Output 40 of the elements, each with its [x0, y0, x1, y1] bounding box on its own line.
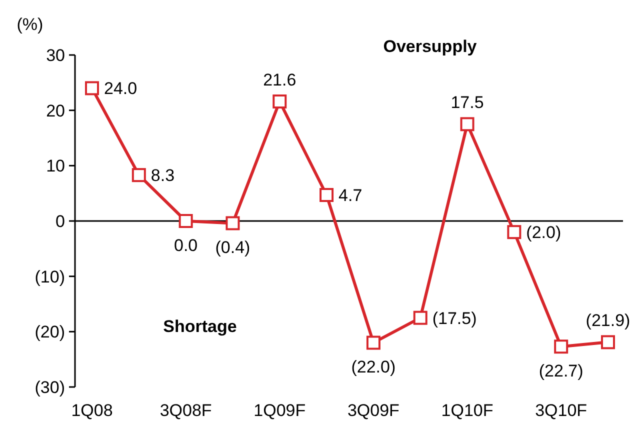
y-tick-label: 20: [46, 101, 65, 120]
y-tick-label: 10: [46, 156, 65, 176]
data-label: 17.5: [450, 93, 484, 112]
y-tick-label: (30): [34, 378, 65, 397]
point: [601, 335, 615, 350]
point: [366, 336, 380, 350]
x-tick-label: 1Q10F: [441, 401, 494, 420]
data-label: (21.9): [586, 311, 630, 330]
y-tick-label: (20): [34, 322, 65, 342]
data-label: 0.0: [174, 236, 198, 255]
x-tick-label: 1Q08: [71, 401, 113, 420]
point: [507, 225, 522, 240]
x-tick-label: 3Q09F: [347, 401, 400, 420]
y-tick-label: (10): [34, 267, 65, 286]
data-label: (22.7): [538, 362, 584, 381]
point: [178, 214, 193, 228]
y-tick-label: 30: [46, 46, 65, 65]
x-tick-label: 3Q08F: [160, 401, 212, 420]
data-label: 21.6: [263, 70, 296, 90]
point: [554, 340, 568, 354]
point: [460, 117, 474, 132]
data-label: (0.4): [215, 238, 250, 258]
data-label: (22.0): [351, 358, 396, 377]
point: [272, 94, 287, 108]
point: [132, 168, 146, 182]
data-label: 24.0: [104, 79, 138, 98]
point: [85, 81, 99, 96]
point: [413, 310, 428, 325]
y-axis-title: (%): [16, 15, 44, 34]
x-tick-label: 1Q09F: [254, 401, 306, 420]
annotation: Oversupply: [383, 37, 478, 56]
y-tick-label: 0: [56, 212, 65, 231]
data-label: (17.5): [432, 308, 477, 328]
data-label: 4.7: [338, 186, 362, 205]
data-label: 8.3: [150, 166, 175, 186]
annotation: Shortage: [163, 317, 237, 336]
point: [226, 216, 240, 230]
data-label: (2.0): [526, 223, 562, 242]
x-tick-label: 3Q10F: [535, 401, 588, 420]
point: [320, 188, 334, 202]
